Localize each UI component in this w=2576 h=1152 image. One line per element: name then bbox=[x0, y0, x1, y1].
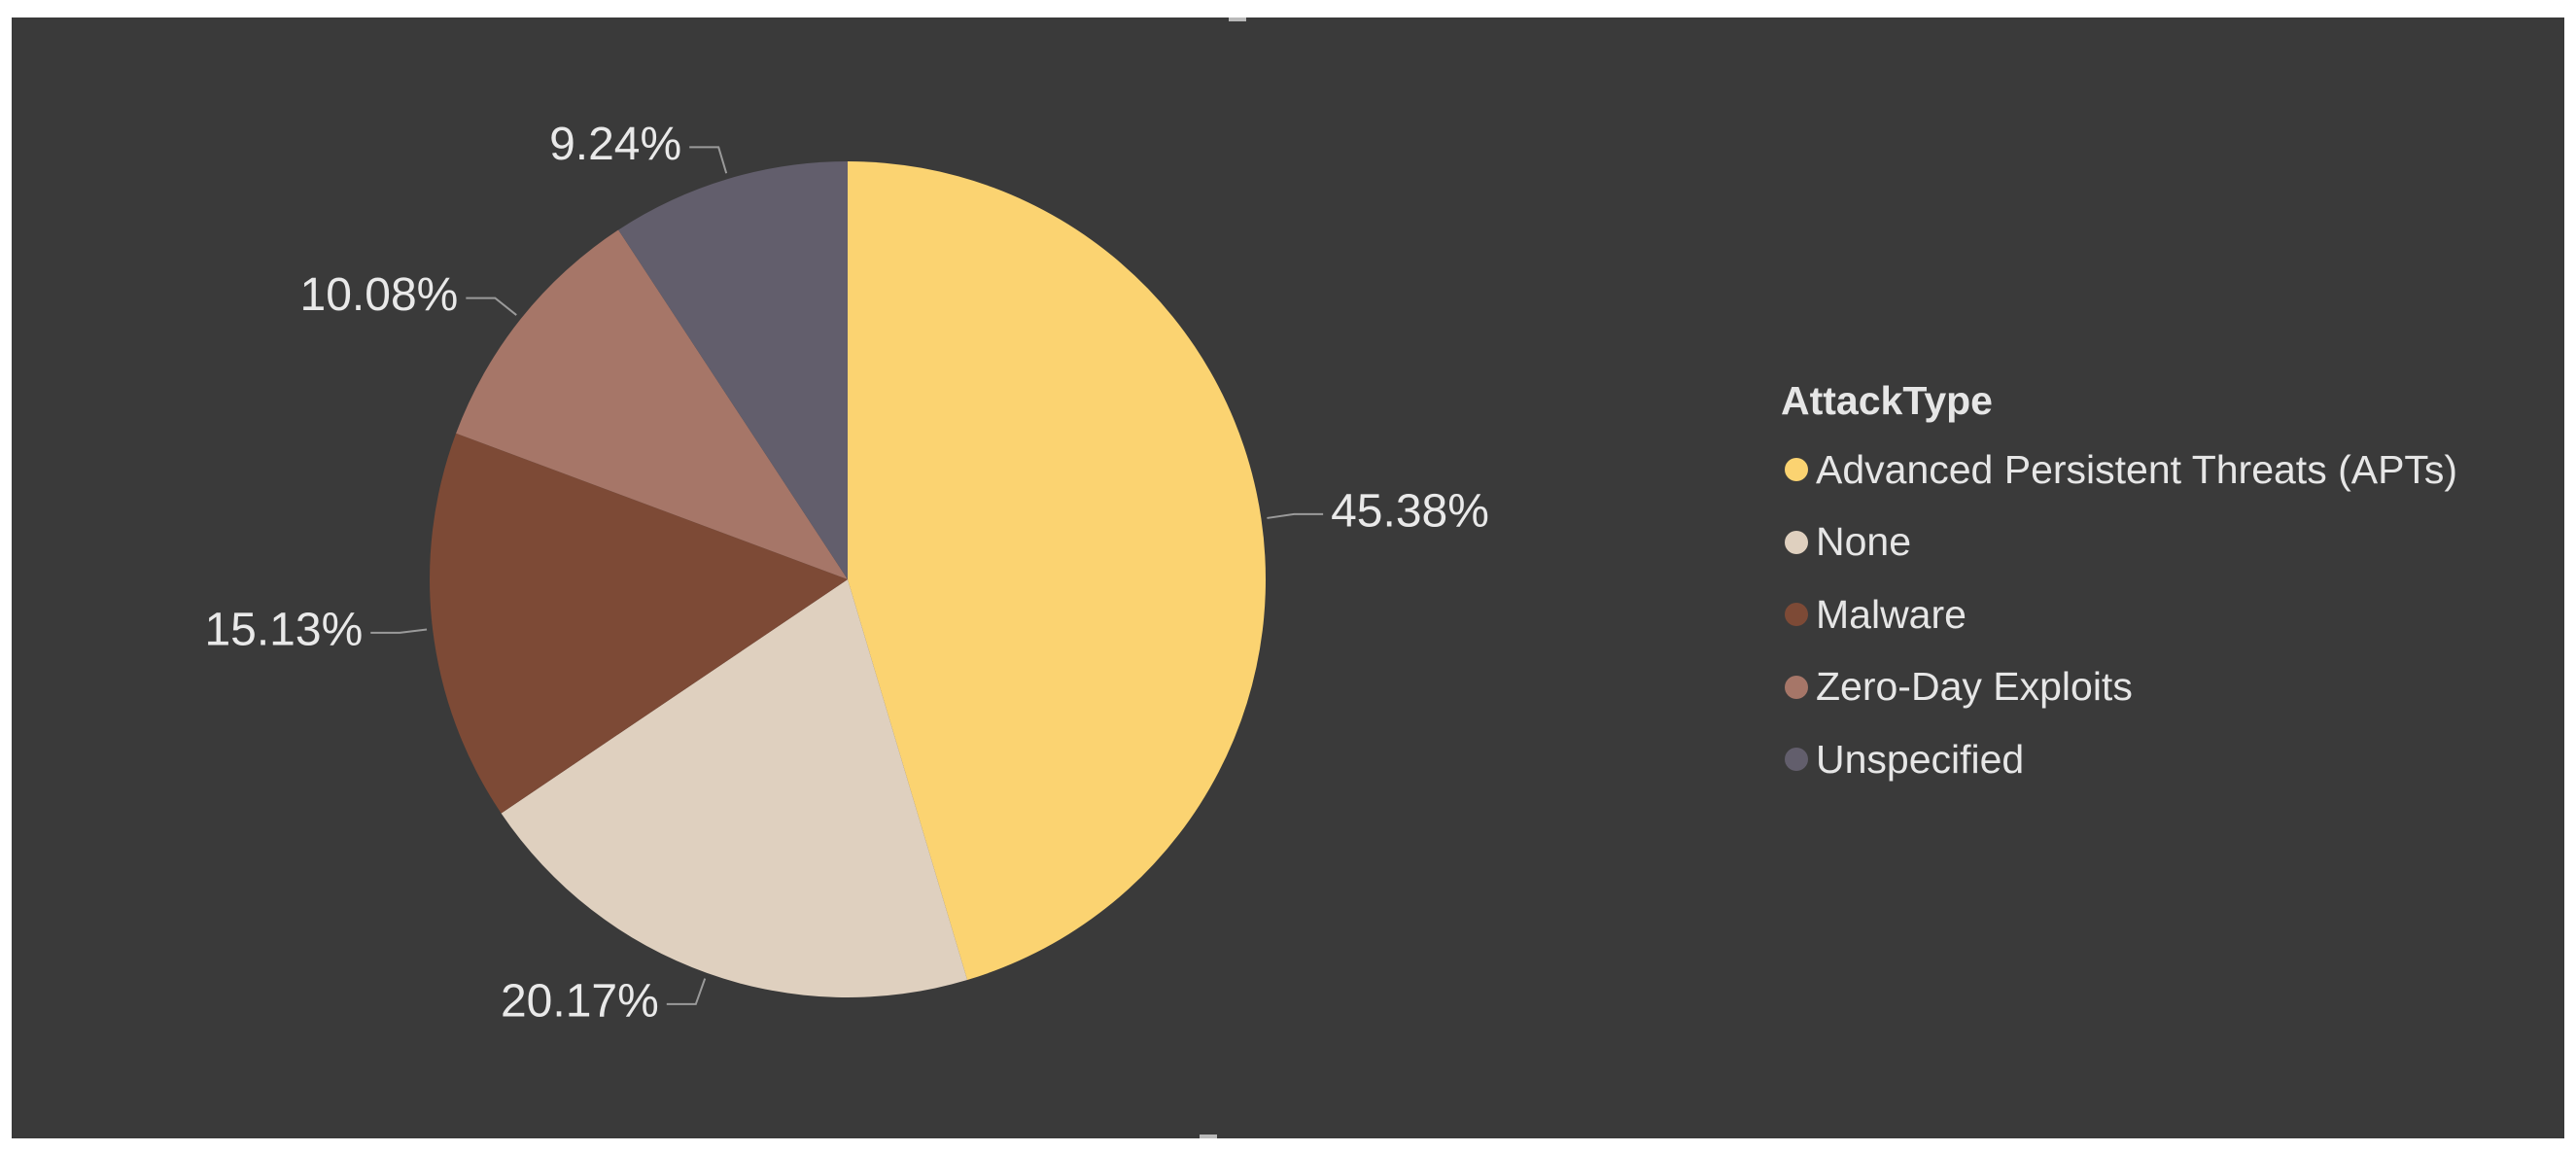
legend-items: Advanced Persistent Threats (APTs) None Ma… bbox=[1781, 434, 2457, 796]
pie-slice-advanced-persistent-threats-apts[interactable] bbox=[848, 161, 1266, 981]
legend-item-zero-day-exploits[interactable]: Zero-Day Exploits bbox=[1781, 651, 2457, 724]
legend-title: AttackType bbox=[1781, 378, 1993, 423]
legend-swatch-icon bbox=[1785, 530, 1808, 554]
pie-slice-none[interactable] bbox=[501, 579, 968, 997]
resize-handle-top[interactable] bbox=[1229, 17, 1246, 21]
legend-swatch-icon bbox=[1785, 675, 1808, 699]
pie-slices bbox=[430, 161, 1266, 997]
pie-slice-malware[interactable] bbox=[430, 433, 848, 814]
slice-label-advanced-persistent-threats-apts: 45.38% bbox=[1331, 486, 1489, 538]
legend-item-malware[interactable]: Malware bbox=[1781, 578, 2457, 651]
leader-line-malware bbox=[370, 628, 428, 634]
legend-swatch-icon bbox=[1785, 603, 1808, 627]
leader-lines bbox=[370, 146, 1324, 1005]
resize-handle-bottom[interactable] bbox=[1200, 1135, 1217, 1138]
legend-item-none[interactable]: None bbox=[1781, 506, 2457, 579]
pie-chart: 45.38% 20.17% 15.13% 10.08% 9.24% bbox=[204, 119, 1488, 1028]
slice-label-malware: 15.13% bbox=[204, 604, 363, 655]
legend-label: Advanced Persistent Threats (APTs) bbox=[1816, 446, 2458, 492]
legend-swatch-icon bbox=[1785, 458, 1808, 482]
legend-item-unspecified[interactable]: Unspecified bbox=[1781, 723, 2457, 796]
legend-label: Zero-Day Exploits bbox=[1816, 664, 2133, 710]
chart-panel: 45.38% 20.17% 15.13% 10.08% 9.24% AttackType… bbox=[12, 17, 2564, 1138]
pie-slice-unspecified[interactable] bbox=[618, 161, 848, 579]
legend-item-advanced-persistent-threats-apts[interactable]: Advanced Persistent Threats (APTs) bbox=[1781, 434, 2457, 506]
leader-line-none bbox=[666, 978, 707, 1005]
leader-line-zero-day-exploits bbox=[466, 297, 517, 316]
slice-label-none: 20.17% bbox=[501, 976, 659, 1028]
legend: AttackType Advanced Persistent Threats (… bbox=[1781, 371, 2457, 796]
leader-line-advanced-persistent-threats-apts bbox=[1267, 512, 1324, 519]
leader-line-unspecified bbox=[689, 146, 728, 174]
slice-labels: 45.38% 20.17% 15.13% 10.08% 9.24% bbox=[204, 119, 1488, 1028]
slice-label-unspecified: 9.24% bbox=[549, 119, 681, 170]
slice-label-zero-day-exploits: 10.08% bbox=[300, 269, 459, 321]
legend-label: Malware bbox=[1816, 591, 1967, 637]
legend-label: Unspecified bbox=[1816, 736, 2025, 782]
pie-slice-zero-day-exploits[interactable] bbox=[456, 229, 848, 579]
legend-label: None bbox=[1816, 519, 1912, 565]
legend-swatch-icon bbox=[1785, 748, 1808, 772]
